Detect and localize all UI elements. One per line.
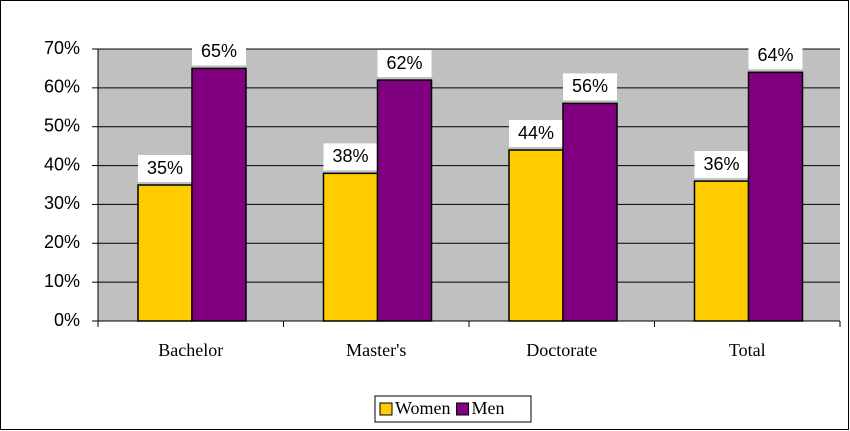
y-tick-label: 60% (44, 77, 80, 97)
value-label: 62% (386, 53, 422, 73)
bar (191, 67, 247, 322)
bar (693, 180, 750, 322)
value-label: 65% (201, 41, 237, 61)
value-label: 35% (147, 158, 183, 178)
value-label: 44% (518, 123, 554, 143)
value-label: 56% (572, 76, 608, 96)
y-tick-label: 20% (44, 232, 80, 252)
value-label-bg (509, 120, 563, 148)
bar (322, 172, 379, 322)
value-label: 38% (332, 146, 368, 166)
y-tick-label: 40% (44, 154, 80, 174)
value-label-bg (138, 155, 192, 182)
legend-box (374, 395, 532, 423)
value-label-bg (694, 151, 749, 179)
x-tick-label: Bachelor (158, 340, 223, 360)
y-tick-label: 70% (44, 38, 80, 58)
value-label-bg (377, 50, 432, 78)
value-label-bg (192, 38, 246, 66)
value-label-bg (748, 42, 803, 70)
x-tick-label: Total (729, 340, 766, 360)
x-tick-label: Master's (346, 340, 406, 360)
bar (137, 184, 193, 322)
y-tick-label: 30% (44, 193, 80, 213)
legend-label: Men (472, 398, 505, 418)
value-label: 36% (703, 154, 739, 174)
y-tick-label: 0% (54, 310, 80, 330)
bar (376, 79, 433, 322)
y-tick-label: 10% (44, 271, 80, 291)
bar (747, 71, 804, 322)
bar (508, 149, 564, 322)
legend-swatch (456, 402, 470, 416)
legend-label: Women (395, 398, 451, 418)
bar (562, 102, 618, 322)
value-label-bg (563, 73, 617, 101)
y-tick-label: 50% (44, 115, 80, 135)
x-tick-label: Doctorate (526, 340, 597, 360)
legend-swatch (379, 402, 393, 416)
value-label-bg (323, 143, 378, 171)
value-label: 64% (757, 45, 793, 65)
